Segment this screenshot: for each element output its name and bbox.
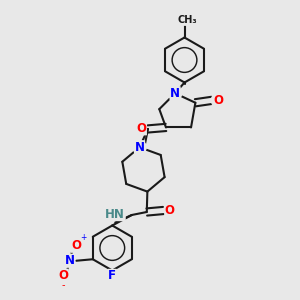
Text: N: N: [170, 87, 180, 100]
Text: N: N: [135, 141, 145, 154]
Text: O: O: [71, 239, 81, 252]
Text: HN: HN: [105, 208, 125, 220]
Text: O: O: [214, 94, 224, 107]
Circle shape: [169, 87, 182, 100]
Text: F: F: [108, 269, 116, 282]
Text: O: O: [58, 269, 68, 282]
Circle shape: [211, 94, 224, 107]
Text: -: -: [62, 280, 65, 290]
Text: CH₃: CH₃: [177, 15, 197, 26]
Text: O: O: [136, 122, 146, 135]
Circle shape: [133, 141, 146, 154]
Text: N: N: [65, 254, 75, 267]
Text: O: O: [165, 204, 175, 217]
Text: +: +: [80, 233, 87, 242]
